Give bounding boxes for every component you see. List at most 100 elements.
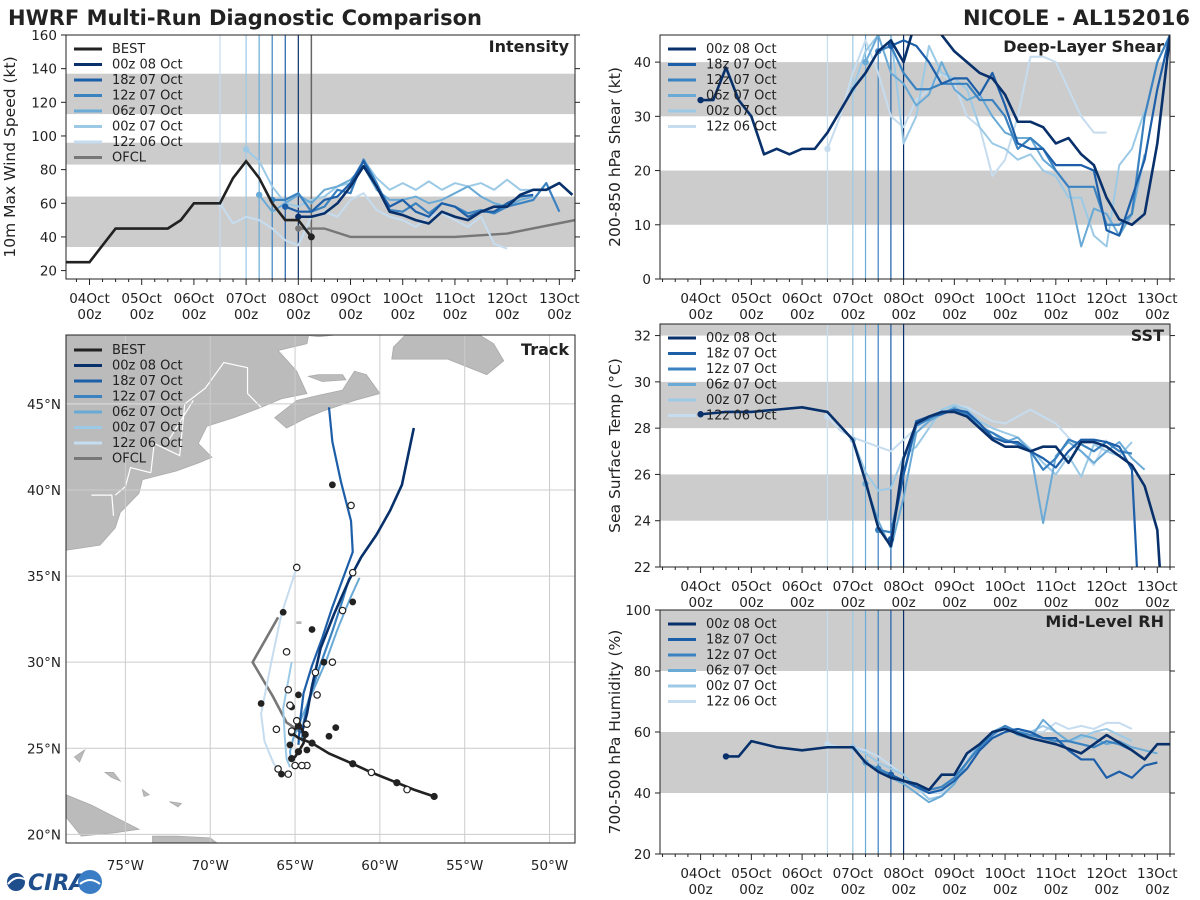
intensity-xtick-hour: 00z [77, 307, 101, 323]
sst-series-r12z07 [878, 408, 1133, 534]
shear-xtick-hour: 00z [1044, 307, 1068, 323]
track-point-open [284, 685, 293, 694]
legend-label-r00z07: 00z 07 Oct [112, 421, 183, 436]
shear-xtick-date: 13Oct [1137, 291, 1178, 307]
track-plot-area [66, 335, 575, 888]
rh-xtick-hour: 00z [891, 882, 915, 898]
legend-label-r18z07: 18z 07 Oct [112, 73, 183, 88]
intensity-band-0 [66, 196, 575, 248]
land-cuba [66, 794, 141, 837]
legend-label-r12z07: 12z 07 Oct [706, 648, 777, 663]
border-state-4 [91, 494, 115, 516]
legend-label-r12z07: 12z 07 Oct [706, 73, 777, 88]
rh-xtick-hour: 00z [841, 882, 865, 898]
shear-series-r18z07 [890, 35, 1170, 237]
intensity-xtick-date: 06Oct [174, 291, 215, 307]
intensity-series-best [66, 159, 313, 264]
intensity-series-r12z07 [272, 158, 561, 215]
rh-xtick-hour: 00z [1044, 882, 1068, 898]
rh-xtick-date: 04Oct [680, 866, 721, 882]
rh-xtick-date: 13Oct [1137, 866, 1178, 882]
shear-init-point-r00z08 [697, 96, 704, 104]
legend-label-r12z06: 12z 06 Oct [706, 120, 777, 135]
shear-xtick-date: 05Oct [731, 291, 772, 307]
track-point-open [292, 716, 301, 725]
legend-label-r00z08: 00z 08 Oct [706, 331, 777, 346]
rh-xtick-date: 10Oct [985, 866, 1026, 882]
intensity-frame [65, 34, 576, 280]
shear-xtick-date: 12Oct [1086, 291, 1127, 307]
land-pei [307, 374, 347, 382]
track-point-open [291, 761, 299, 770]
legend-label-r00z07: 00z 07 Oct [112, 120, 183, 135]
rh-panel-title: Mid-Level RH [1045, 612, 1164, 631]
shear-xtick-hour: 00z [739, 307, 763, 323]
sst-xtick-date: 13Oct [1137, 579, 1178, 595]
track-point-open [274, 765, 282, 773]
rh-panel: 2040608010004Oct00z05Oct00z06Oct00z07Oct… [606, 603, 1178, 898]
shear-panel: 01020304004Oct00z05Oct00z06Oct00z07Oct00… [606, 34, 1178, 323]
sst-xtick-hour: 00z [841, 595, 865, 611]
track-point-open [292, 563, 301, 572]
legend-label-r12z07: 12z 07 Oct [706, 362, 777, 377]
rh-plot-area [660, 610, 1170, 854]
sst-xtick-date: 08Oct [883, 579, 924, 595]
legend-label-ofcl: OFCL [112, 452, 147, 467]
legend-label-r06z07: 06z 07 Oct [112, 405, 183, 420]
sst-ytick-label: 22 [634, 560, 651, 576]
title-left: HWRF Multi-Run Diagnostic Comparison [8, 6, 482, 30]
intensity-xtick-hour: 00z [391, 307, 415, 323]
intensity-xtick-date: 07Oct [226, 291, 267, 307]
logo-emblem-icon [78, 870, 102, 894]
sst-xtick-date: 05Oct [731, 579, 772, 595]
track-lon-label: 50°W [531, 858, 568, 874]
legend-label-r12z06: 12z 06 Oct [112, 436, 183, 451]
sst-xtick-hour: 00z [739, 595, 763, 611]
sst-xtick-hour: 00z [993, 595, 1017, 611]
track-point-filled [308, 626, 316, 633]
rh-xtick-date: 08Oct [883, 866, 924, 882]
sst-xtick-hour: 00z [790, 595, 814, 611]
shear-ytick-label: 10 [634, 218, 651, 234]
shear-xtick-date: 11Oct [1036, 291, 1077, 307]
track-best-point [308, 739, 316, 747]
sst-xtick-date: 12Oct [1086, 579, 1127, 595]
intensity-plot-area [66, 35, 575, 279]
shear-xtick-hour: 00z [688, 307, 712, 323]
shear-xtick-date: 04Oct [680, 291, 721, 307]
rh-xtick-hour: 00z [1094, 882, 1118, 898]
track-series-ofcl [251, 616, 303, 734]
legend-label-r00z08: 00z 08 Oct [706, 42, 777, 57]
land-lesser-antilles-1 [349, 883, 352, 888]
intensity-xtick-date: 09Oct [330, 291, 371, 307]
legend-label-ofcl: OFCL [112, 151, 147, 166]
intensity-xtick-hour: 00z [495, 307, 519, 323]
legend-label-r06z07: 06z 07 Oct [706, 89, 777, 104]
intensity-series-ofcl [298, 218, 575, 239]
track-point-filled [286, 741, 294, 749]
land-north-america [66, 335, 310, 551]
rh-ytick-label: 100 [625, 603, 651, 619]
sst-xtick-date: 11Oct [1036, 579, 1077, 595]
rh-ytick-label: 20 [634, 847, 651, 863]
land-bahamas-3 [141, 788, 150, 798]
shear-series-r00z07 [851, 35, 1146, 248]
legend-label-r00z07: 00z 07 Oct [706, 104, 777, 119]
title-right: NICOLE - AL152016 [963, 6, 1190, 30]
legend-label-r00z08: 00z 08 Oct [112, 359, 183, 374]
legend-label-r06z07: 06z 07 Oct [706, 664, 777, 679]
track-best-point [430, 792, 438, 801]
intensity-init-point-r00z08 [295, 213, 302, 220]
legend-label-r12z06: 12z 06 Oct [112, 135, 183, 150]
intensity-xtick-date: 13Oct [539, 291, 580, 307]
intensity-xtick-hour: 00z [130, 307, 154, 323]
intensity-ytick-label: 120 [31, 95, 57, 111]
shear-series-r06z07 [864, 35, 1146, 248]
track-point-open [303, 720, 311, 728]
intensity-series-r00z08 [298, 164, 574, 225]
intensity-xtick-hour: 00z [443, 307, 467, 323]
intensity-xtick-date: 10Oct [382, 291, 423, 307]
shear-ytick-label: 40 [634, 55, 651, 71]
track-lon-label: 75°W [107, 858, 144, 874]
sst-band-2 [660, 324, 1170, 336]
